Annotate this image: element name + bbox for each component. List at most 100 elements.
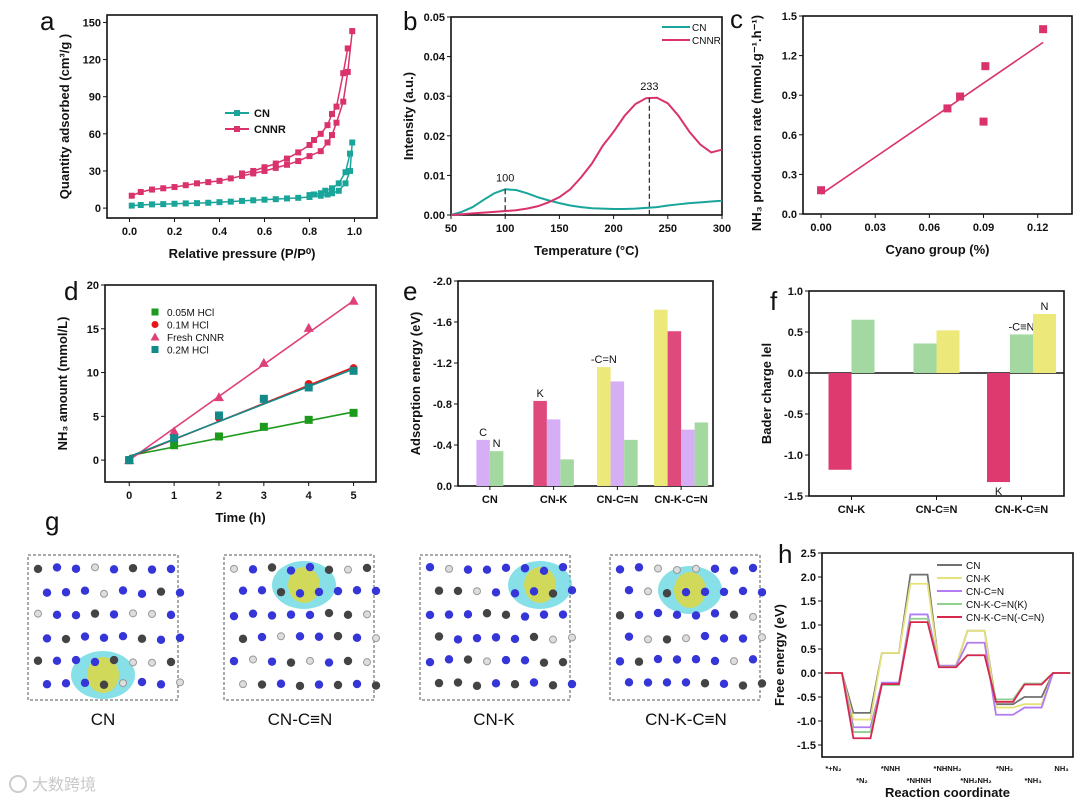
y-tick-label: 1.0	[801, 620, 816, 632]
y-tick-label: 10	[87, 368, 99, 380]
atom	[71, 610, 81, 620]
atom	[682, 634, 690, 643]
data-point	[311, 191, 317, 198]
x-tick-label: 0.4	[212, 226, 228, 238]
data-point	[344, 45, 351, 52]
atom	[444, 610, 454, 619]
bar-annotation: -C=N	[591, 354, 617, 366]
x-tick-label: 0.6	[257, 226, 272, 238]
plot-frame	[457, 280, 714, 487]
legend-label: CNNR	[254, 124, 286, 136]
atom	[615, 565, 625, 574]
x-tick-label: 0.12	[1027, 222, 1048, 234]
x-tick-label: CN-K	[838, 504, 866, 516]
peak-label: 100	[496, 172, 514, 184]
atom	[445, 564, 453, 573]
data-point	[329, 111, 335, 118]
data-point	[284, 155, 290, 162]
x-category-label: *N₂	[856, 776, 868, 785]
atom	[372, 634, 380, 643]
data-point	[306, 141, 313, 148]
y-axis-label: NH₃ production rate (mmol.g⁻¹.h⁻¹)	[749, 15, 764, 231]
data-point	[317, 190, 324, 197]
atom	[109, 565, 119, 574]
atom	[691, 611, 701, 620]
charge-density-accumulation	[524, 567, 556, 603]
atom	[52, 610, 62, 619]
atom	[137, 677, 147, 687]
atom	[510, 680, 520, 689]
atom	[91, 563, 99, 572]
atom	[558, 562, 568, 572]
data-point	[335, 180, 342, 187]
atom	[654, 564, 662, 573]
x-tick-label: 300	[713, 223, 731, 235]
y-tick-label: 15	[87, 324, 99, 336]
y-axis-label: NH₃ amount (mmol/L)	[55, 317, 70, 451]
y-tick-label: -0.8	[433, 399, 452, 411]
y-tick-label: -1.5	[797, 740, 816, 752]
atom	[729, 610, 739, 619]
bar	[987, 373, 1010, 483]
data-point	[258, 357, 269, 367]
x-tick-label: CN-K-C≡N	[995, 504, 1049, 516]
data-point	[344, 68, 351, 75]
atom	[624, 678, 634, 687]
data-point	[817, 186, 826, 195]
atom	[166, 657, 176, 667]
bar	[681, 429, 695, 486]
data-point	[329, 132, 335, 139]
atom	[333, 586, 343, 596]
data-point	[205, 199, 212, 206]
atom	[175, 633, 185, 642]
data-point	[151, 308, 159, 316]
y-tick-label: 0.3	[782, 169, 797, 181]
bar	[1033, 313, 1056, 373]
y-tick-label: 30	[89, 166, 101, 178]
data-point	[261, 164, 268, 171]
atom	[510, 589, 520, 598]
atom	[61, 588, 71, 597]
y-tick-label: -1.5	[784, 491, 803, 503]
data-point	[261, 196, 268, 203]
plot-frame	[104, 284, 377, 483]
atom	[539, 566, 549, 576]
data-point	[137, 202, 144, 209]
data-point	[349, 28, 356, 35]
y-tick-label: 0.02	[424, 131, 445, 143]
atom	[425, 563, 435, 572]
atom	[118, 586, 128, 595]
atom	[558, 610, 568, 619]
atom	[729, 566, 739, 575]
atom	[539, 610, 549, 619]
atom	[491, 679, 501, 688]
data-point	[349, 139, 356, 146]
y-tick-label: 0	[95, 203, 101, 215]
atom	[482, 609, 492, 618]
panel-label: b	[403, 6, 417, 36]
atom	[520, 612, 530, 621]
data-point	[259, 394, 268, 403]
atom	[371, 586, 381, 596]
atom	[482, 565, 492, 574]
data-point	[160, 201, 167, 208]
x-category-label: *+N₂	[825, 764, 841, 773]
bar	[560, 459, 574, 486]
atom	[324, 658, 334, 667]
x-tick-label: CN-K-C=N	[654, 494, 708, 506]
y-tick-label: 0.0	[788, 368, 803, 380]
legend-label: CN	[966, 561, 980, 572]
y-tick-label: -0.5	[784, 409, 803, 421]
atom	[539, 658, 549, 667]
y-tick-label: 2.5	[801, 548, 816, 560]
atom	[238, 586, 248, 595]
bar	[654, 309, 668, 486]
data-point	[329, 185, 335, 192]
data-point	[213, 392, 224, 402]
atom	[229, 611, 239, 621]
atom	[568, 633, 576, 642]
series-line-cn	[450, 188, 723, 216]
panel-e: e 0.0 -0.4 -0.8 -1.2 -1.6 -2.0 Adsorption energ…	[403, 276, 714, 506]
atom	[615, 657, 625, 666]
atom	[444, 655, 454, 664]
